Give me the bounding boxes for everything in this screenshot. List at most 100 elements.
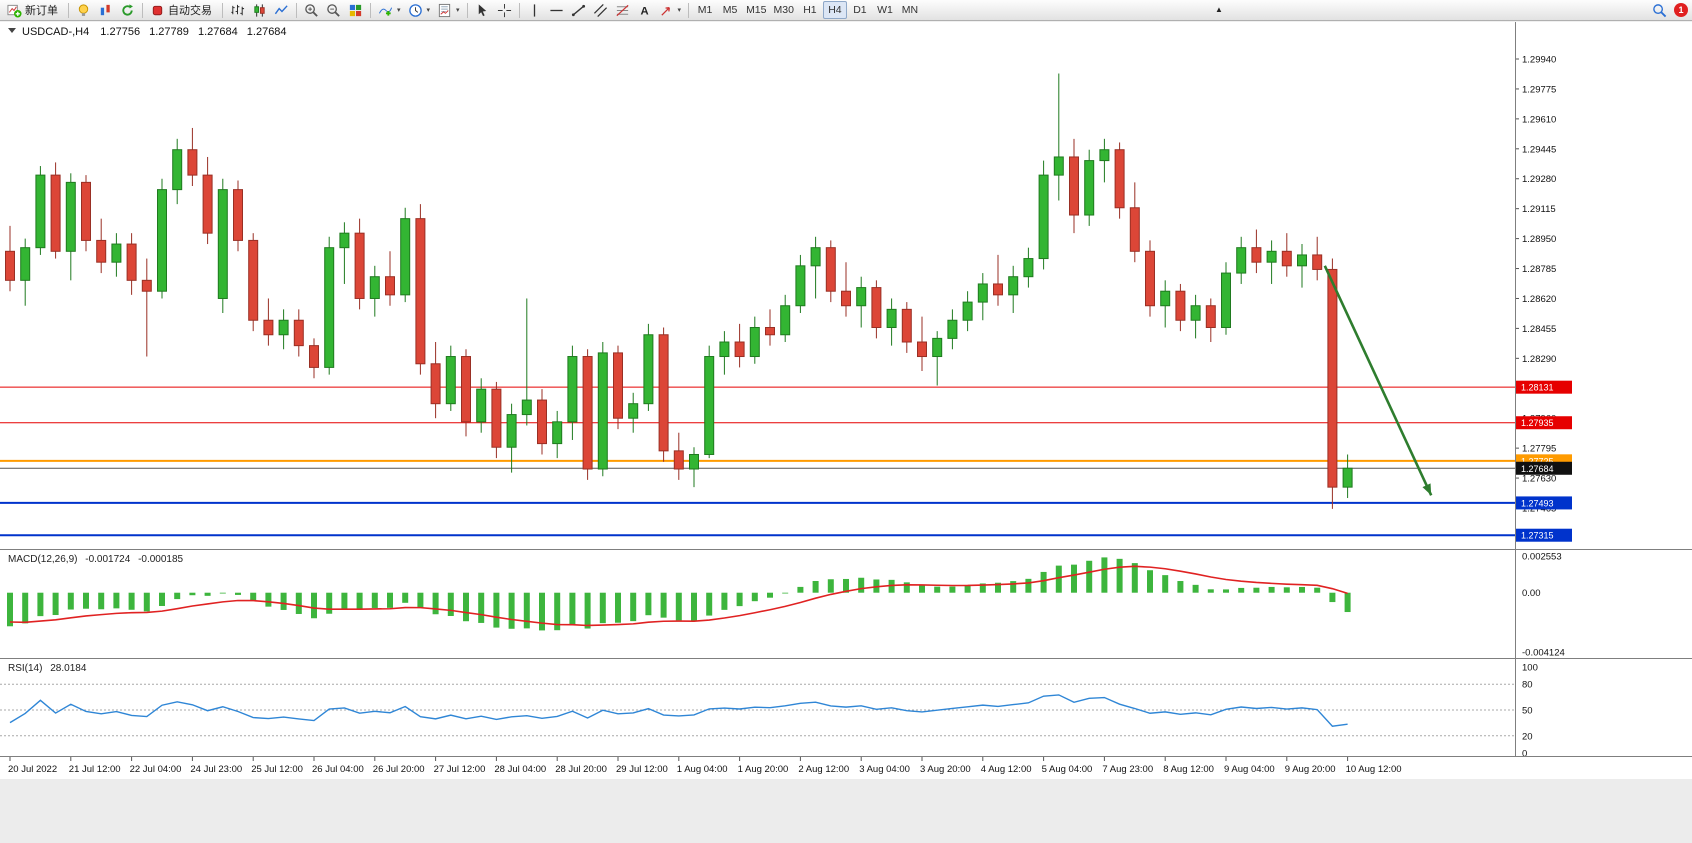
periods-button[interactable]: ▾ [405, 1, 434, 19]
time-label: 26 Jul 04:00 [312, 764, 364, 775]
channel-button[interactable] [590, 1, 611, 19]
candle [977, 283, 988, 303]
timeframe-w1[interactable]: W1 [873, 1, 897, 19]
price-tag[interactable] [1516, 416, 1572, 430]
autotrading-button[interactable]: 自动交易 [147, 1, 218, 19]
price-tag-label: 1.27684 [1521, 464, 1554, 474]
rsi-label: RSI(14) 28.0184 [8, 663, 87, 674]
candle [1190, 305, 1201, 321]
time-label: 29 Jul 12:00 [616, 764, 668, 775]
metaeditor-icon [78, 3, 89, 16]
timeframe-h1[interactable]: H1 [798, 1, 822, 19]
time-label: 2 Aug 12:00 [798, 764, 849, 775]
macd-signal-line [9, 565, 1348, 627]
price-scale-label: 1.29610 [1522, 114, 1556, 125]
macd-histogram-bar [1207, 589, 1214, 593]
macd-histogram-bar [174, 592, 181, 600]
timeframe-m1[interactable]: M1 [693, 1, 717, 19]
candle [613, 352, 623, 419]
timeframe-m15[interactable]: M15 [743, 1, 769, 19]
macd-histogram-bar [949, 586, 956, 593]
trend-arrow[interactable] [1323, 265, 1433, 496]
macd-histogram-bar [812, 580, 819, 593]
macd-histogram-bar [189, 592, 196, 596]
candle [65, 181, 76, 252]
price-tag[interactable] [1516, 380, 1572, 394]
candle [491, 388, 502, 448]
text-tool-button[interactable]: A [634, 1, 655, 19]
time-label: 25 Jul 12:00 [251, 764, 303, 775]
macd-histogram-bar [615, 592, 621, 623]
vertical-line-icon [533, 3, 535, 17]
macd-histogram-bar [508, 592, 515, 629]
price-tag[interactable] [1516, 528, 1572, 542]
timeframe-m30[interactable]: M30 [771, 1, 797, 19]
candle [1084, 160, 1095, 216]
macd-histogram-bar [128, 592, 135, 610]
toolbar-separator [370, 2, 371, 18]
horizontal-line-button[interactable] [546, 1, 567, 19]
candle [126, 243, 137, 281]
time-label: 3 Aug 04:00 [859, 764, 910, 775]
notification-badge[interactable]: 1 [1674, 3, 1688, 17]
timeframe-m5[interactable]: M5 [718, 1, 742, 19]
candle [1266, 250, 1277, 263]
vertical-line-button[interactable] [524, 1, 545, 19]
tile-windows-button[interactable] [345, 1, 366, 19]
crosshair-button[interactable] [494, 1, 515, 19]
macd-histogram-bar [706, 592, 713, 616]
candlestick-icon [254, 3, 265, 17]
price-tag[interactable] [1516, 496, 1572, 510]
fibonacci-button[interactable] [612, 1, 633, 19]
zoom-in-button[interactable] [301, 1, 322, 19]
indicators-button[interactable]: ▾ [375, 1, 404, 19]
search-button[interactable] [1649, 1, 1670, 19]
macd-histogram-bar [751, 592, 758, 602]
price-tag-label: 1.28131 [1521, 383, 1554, 393]
macd-histogram-bar [1223, 589, 1229, 593]
refresh-icon [122, 3, 133, 16]
market-watch-button[interactable] [95, 1, 116, 19]
macd-histogram-bar [22, 592, 29, 624]
trendline-button[interactable] [568, 1, 589, 19]
metaeditor-button[interactable] [73, 1, 94, 19]
macd-histogram-bar [919, 585, 925, 593]
toolbar-overflow-icon[interactable]: ▲ [1215, 5, 1223, 14]
candlestick-button[interactable] [249, 1, 270, 19]
price-tag[interactable] [1516, 461, 1572, 475]
macd-label: MACD(12,26,9) -0.001724 -0.000185 [8, 554, 184, 565]
candle [795, 265, 806, 307]
cursor-button[interactable] [472, 1, 493, 19]
refresh-button[interactable] [117, 1, 138, 19]
zoom-out-button[interactable] [323, 1, 344, 19]
templates-button[interactable]: ▾ [434, 1, 463, 19]
macd-histogram-bar [341, 592, 348, 610]
line-chart-button[interactable] [271, 1, 292, 19]
macd-histogram-bar [675, 592, 682, 621]
macd-histogram-bar [204, 592, 211, 596]
line-chart-icon [274, 4, 288, 14]
macd-histogram-bar [356, 592, 363, 610]
candle [993, 283, 1003, 296]
macd-histogram-bar [113, 592, 120, 609]
arrow-objects-button[interactable]: ▾ [656, 1, 685, 19]
new-order-button[interactable]: 新订单 [4, 1, 64, 19]
candle [263, 319, 274, 336]
bar-chart-button[interactable] [227, 1, 248, 19]
timeframe-h4[interactable]: H4 [822, 1, 847, 19]
macd-histogram-bar [387, 592, 393, 608]
timeframe-d1[interactable]: D1 [848, 1, 872, 19]
price-scale[interactable] [1516, 22, 1692, 757]
candle [187, 149, 198, 176]
chart-menu-icon[interactable] [8, 28, 16, 33]
time-label: 28 Jul 20:00 [555, 764, 607, 775]
candle [1312, 254, 1323, 270]
macd-histogram-bar [995, 582, 1001, 593]
macd-histogram-bar [1010, 581, 1017, 593]
price-scale-label: 1.28290 [1522, 354, 1556, 365]
macd-histogram-bar [1314, 587, 1321, 593]
price-scale-label: 1.27630 [1522, 474, 1556, 485]
chart-background [0, 22, 1692, 779]
timeframe-mn[interactable]: MN [898, 1, 922, 19]
